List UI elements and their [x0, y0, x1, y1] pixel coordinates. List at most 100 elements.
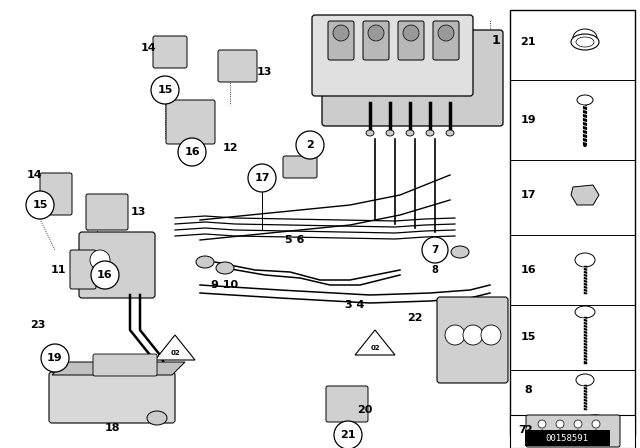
Ellipse shape — [587, 420, 603, 430]
Circle shape — [463, 325, 483, 345]
Text: 00158591: 00158591 — [545, 434, 589, 443]
FancyBboxPatch shape — [312, 15, 473, 96]
Ellipse shape — [571, 34, 599, 50]
Circle shape — [334, 421, 362, 448]
Circle shape — [403, 25, 419, 41]
Ellipse shape — [366, 130, 374, 136]
Polygon shape — [155, 335, 195, 360]
Text: 1: 1 — [492, 34, 500, 47]
Text: 8: 8 — [524, 385, 532, 395]
Circle shape — [438, 25, 454, 41]
Text: 02: 02 — [170, 350, 180, 356]
FancyBboxPatch shape — [40, 173, 72, 215]
Text: 11: 11 — [51, 265, 66, 275]
FancyBboxPatch shape — [218, 50, 257, 82]
Text: 23: 23 — [30, 320, 45, 330]
Text: 5 6: 5 6 — [285, 235, 305, 245]
FancyBboxPatch shape — [526, 415, 620, 447]
FancyBboxPatch shape — [398, 21, 424, 60]
Polygon shape — [52, 362, 185, 375]
Bar — [510, 10, 635, 435]
Text: 16: 16 — [97, 270, 113, 280]
Bar — [525, 430, 610, 446]
Text: 9 10: 9 10 — [211, 280, 239, 290]
Text: 19: 19 — [520, 115, 536, 125]
Circle shape — [178, 138, 206, 166]
Text: 13: 13 — [256, 67, 272, 77]
Circle shape — [592, 430, 600, 438]
Circle shape — [574, 430, 582, 438]
Text: 18: 18 — [104, 423, 120, 433]
Text: 15: 15 — [32, 200, 48, 210]
Circle shape — [538, 430, 546, 438]
Circle shape — [592, 420, 600, 428]
FancyBboxPatch shape — [86, 194, 128, 230]
Ellipse shape — [576, 374, 594, 386]
Text: 20: 20 — [357, 405, 372, 415]
Text: 8: 8 — [431, 265, 438, 275]
Circle shape — [368, 25, 384, 41]
Circle shape — [556, 420, 564, 428]
FancyBboxPatch shape — [166, 100, 215, 144]
Ellipse shape — [576, 37, 594, 47]
FancyBboxPatch shape — [70, 250, 96, 289]
Circle shape — [248, 164, 276, 192]
Text: 7: 7 — [431, 245, 438, 255]
Ellipse shape — [451, 246, 469, 258]
Circle shape — [556, 430, 564, 438]
Text: 2: 2 — [306, 140, 314, 150]
Text: 14: 14 — [27, 170, 43, 180]
Text: 17: 17 — [254, 173, 269, 183]
FancyBboxPatch shape — [93, 354, 157, 376]
FancyBboxPatch shape — [328, 21, 354, 60]
Ellipse shape — [575, 253, 595, 267]
Text: 16: 16 — [520, 265, 536, 275]
Ellipse shape — [446, 130, 454, 136]
Circle shape — [333, 25, 349, 41]
Circle shape — [538, 420, 546, 428]
Circle shape — [574, 420, 582, 428]
Circle shape — [41, 344, 69, 372]
Text: 2: 2 — [524, 425, 532, 435]
Ellipse shape — [216, 262, 234, 274]
Text: 14: 14 — [140, 43, 156, 53]
Bar — [510, 415, 635, 448]
Circle shape — [26, 191, 54, 219]
Circle shape — [481, 325, 501, 345]
Ellipse shape — [196, 256, 214, 268]
Polygon shape — [571, 185, 599, 205]
Ellipse shape — [406, 130, 414, 136]
Text: 12: 12 — [222, 143, 237, 153]
Ellipse shape — [580, 415, 610, 435]
Ellipse shape — [147, 411, 167, 425]
Text: 16: 16 — [184, 147, 200, 157]
Circle shape — [151, 76, 179, 104]
Text: 02: 02 — [370, 345, 380, 351]
Ellipse shape — [426, 130, 434, 136]
Text: 17: 17 — [520, 190, 536, 200]
Text: 21: 21 — [520, 37, 536, 47]
FancyBboxPatch shape — [437, 297, 508, 383]
Ellipse shape — [577, 95, 593, 105]
FancyBboxPatch shape — [79, 232, 155, 298]
Polygon shape — [355, 330, 395, 355]
Text: 21: 21 — [340, 430, 356, 440]
Text: 15: 15 — [520, 332, 536, 342]
FancyBboxPatch shape — [283, 156, 317, 178]
Ellipse shape — [575, 306, 595, 318]
FancyBboxPatch shape — [153, 36, 187, 68]
FancyBboxPatch shape — [326, 386, 368, 422]
Circle shape — [422, 237, 448, 263]
Circle shape — [296, 131, 324, 159]
FancyBboxPatch shape — [433, 21, 459, 60]
Text: 15: 15 — [157, 85, 173, 95]
Text: 19: 19 — [47, 353, 63, 363]
Ellipse shape — [386, 130, 394, 136]
Circle shape — [445, 325, 465, 345]
Circle shape — [90, 250, 110, 270]
FancyBboxPatch shape — [49, 372, 175, 423]
Text: 22: 22 — [407, 313, 423, 323]
Text: 7: 7 — [518, 425, 526, 435]
Circle shape — [91, 261, 119, 289]
FancyBboxPatch shape — [322, 30, 503, 126]
